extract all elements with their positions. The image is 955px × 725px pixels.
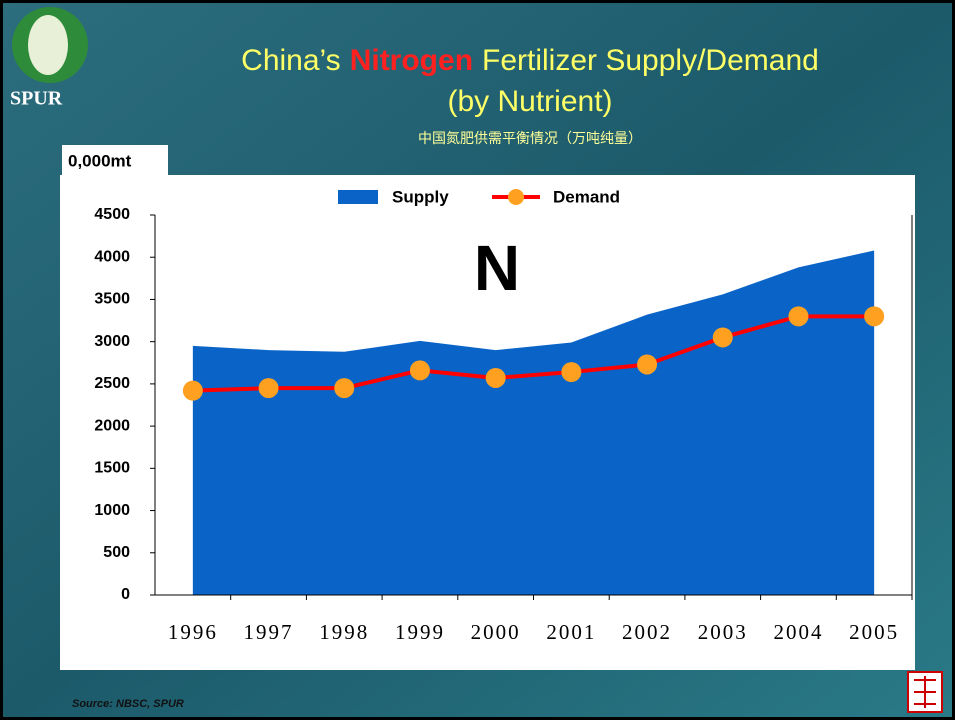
- demand-marker: [637, 354, 658, 375]
- x-tick-label: 2000: [471, 620, 521, 644]
- logo-inner: [28, 15, 68, 75]
- x-tick-label: 1998: [319, 620, 369, 644]
- demand-marker: [182, 380, 203, 401]
- chart-title: China’s Nitrogen Fertilizer Supply/Demand: [241, 44, 819, 77]
- x-tick-label: 1997: [244, 620, 294, 644]
- x-tick-label: 1999: [395, 620, 445, 644]
- plot: 0 500 1000 1500 2000 2500 3000 3500 4000 4500 1996…: [94, 187, 913, 644]
- y-tick-label: 500: [103, 544, 130, 561]
- legend-label: Supply: [392, 187, 449, 206]
- demand-marker: [561, 362, 582, 383]
- y-axis-label: 0,000mt: [68, 151, 132, 170]
- y-tick-label: 2000: [94, 417, 130, 434]
- legend-marker: [508, 189, 524, 205]
- title-part: China’s: [241, 44, 341, 77]
- legend-label: Demand: [553, 187, 620, 206]
- y-tick-label: 1000: [94, 502, 130, 519]
- logo-text: SPUR: [10, 88, 63, 110]
- title-highlight: Nitrogen: [350, 44, 473, 77]
- demand-marker: [409, 360, 430, 381]
- y-tick-label: 4000: [94, 248, 130, 265]
- demand-marker: [864, 306, 885, 327]
- subtitle-cn: 中国氮肥供需平衡情况（万吨纯量）: [418, 131, 642, 147]
- x-tick-label: 2002: [622, 620, 672, 644]
- y-tick-label: 1500: [94, 460, 130, 477]
- demand-marker: [334, 378, 355, 399]
- y-tick-label: 3500: [94, 291, 130, 308]
- x-tick-label: 2004: [773, 620, 823, 644]
- unit-box: [62, 145, 168, 177]
- demand-marker: [712, 327, 733, 348]
- subtitle: (by Nutrient): [447, 85, 612, 118]
- seal-pattern: [914, 676, 936, 708]
- demand-marker: [788, 306, 809, 327]
- y-tick-label: 0: [121, 586, 130, 603]
- y-tick-label: 3000: [94, 333, 130, 350]
- annotation: N: [474, 232, 520, 304]
- legend-swatch: [338, 190, 378, 204]
- x-tick-label: 2005: [849, 620, 899, 644]
- x-tick-label: 1996: [168, 620, 218, 644]
- title-part: Fertilizer Supply/Demand: [482, 44, 819, 77]
- y-tick-label: 4500: [94, 206, 130, 223]
- x-tick-label: 2001: [546, 620, 596, 644]
- y-tick-label: 2500: [94, 375, 130, 392]
- demand-marker: [485, 367, 506, 388]
- demand-marker: [258, 378, 279, 399]
- x-tick-label: 2003: [698, 620, 748, 644]
- supply-area: [192, 250, 875, 595]
- demand-line: [192, 314, 875, 393]
- source: Source: NBSC, SPUR: [72, 698, 184, 710]
